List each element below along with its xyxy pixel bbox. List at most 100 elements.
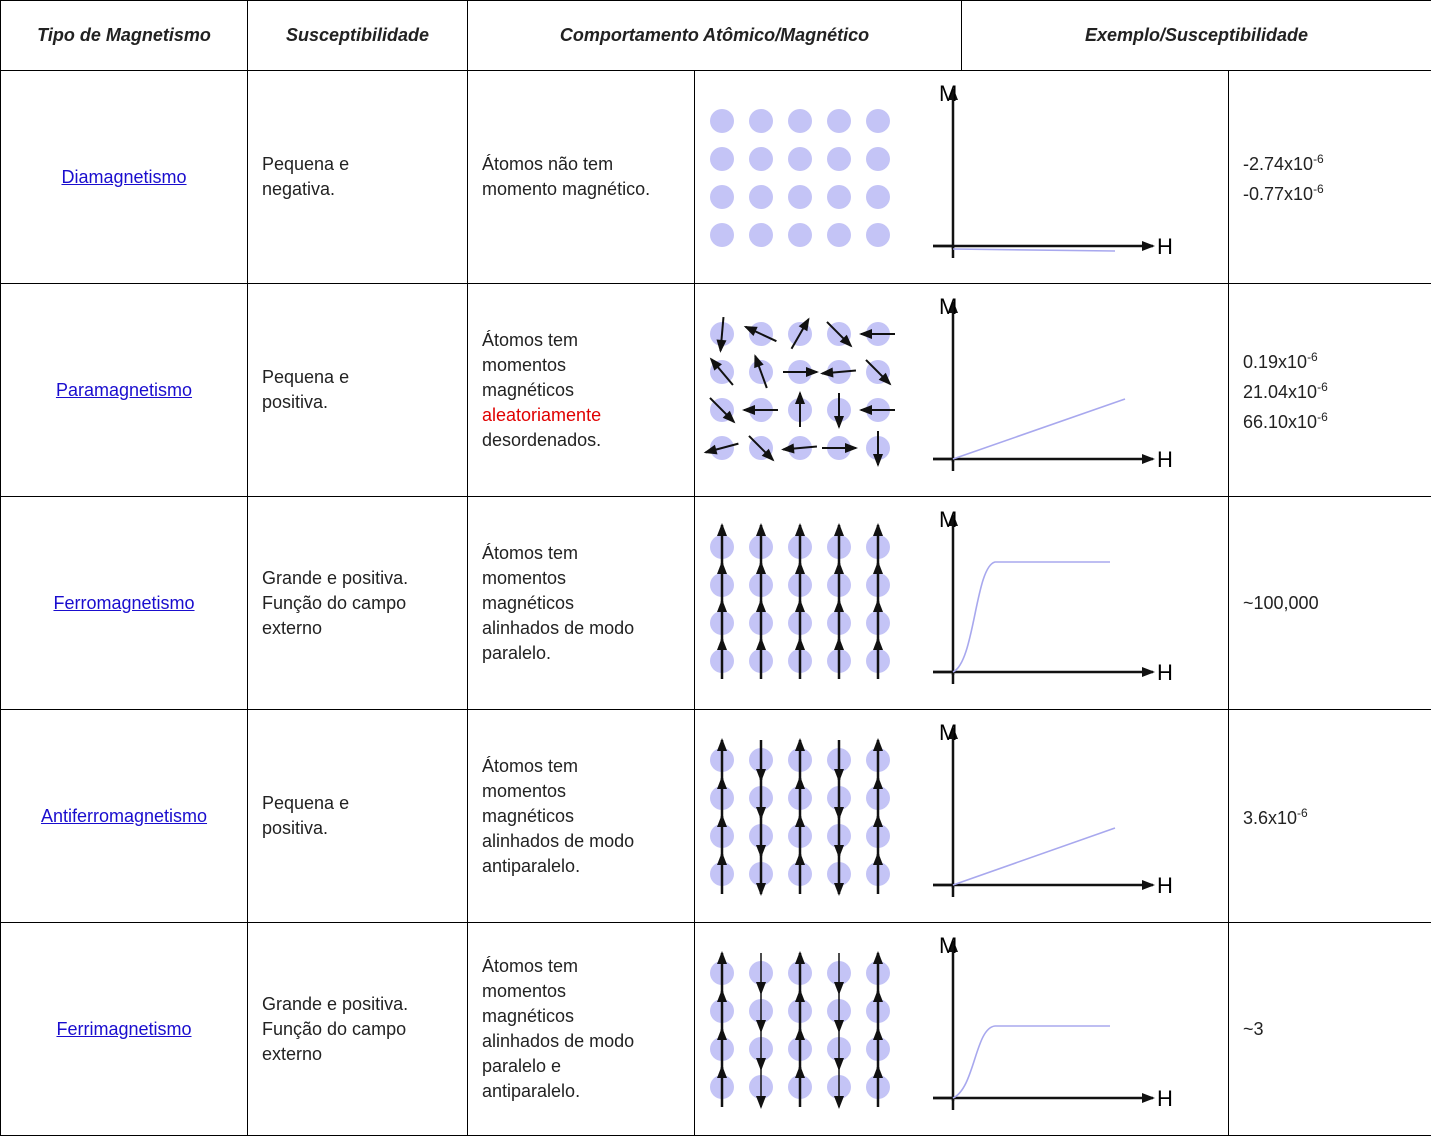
text-line: Função do campo — [262, 591, 467, 616]
mh-curve — [953, 249, 1115, 251]
arrow-head — [742, 405, 755, 415]
type-link[interactable]: Antiferromagnetismo — [41, 806, 207, 826]
arrow-head — [717, 523, 727, 536]
row: Ferromagnetismo Grande e positiva.Função … — [1, 497, 1431, 710]
text-line: momento magnético. — [482, 177, 694, 202]
arrow-head — [1142, 1093, 1155, 1103]
example-line: 21.04x10-6 — [1243, 375, 1431, 405]
example-exponent: -6 — [1317, 410, 1328, 424]
axis-label-m: M — [939, 933, 957, 958]
text-line: externo — [262, 1042, 467, 1067]
arrow-head — [873, 1065, 883, 1078]
type-link[interactable]: Paramagnetismo — [56, 380, 192, 400]
example-base: -0.77x10 — [1243, 184, 1313, 204]
type-cell: Diamagnetismo — [1, 71, 248, 284]
example-cell: -2.74x10-6-0.77x10-6 — [1229, 71, 1431, 284]
arrow-head — [717, 951, 727, 964]
text-line: Pequena e — [262, 152, 467, 177]
header-cell: Comportamento Atômico/Magnético — [468, 1, 962, 71]
axis-label-m: M — [939, 720, 957, 745]
example-exponent: -6 — [1307, 350, 1318, 364]
axis-label-h: H — [1157, 873, 1173, 898]
arrow-head — [873, 561, 883, 574]
example-cell: ~3 — [1229, 923, 1431, 1136]
arrow-head — [795, 951, 805, 964]
atom — [710, 185, 734, 209]
text-line: Átomos tem — [482, 954, 694, 979]
example-base: 3.6x10 — [1243, 808, 1297, 828]
atom — [710, 147, 734, 171]
example-base: ~100,000 — [1243, 593, 1319, 613]
text-line: alinhados de modo — [482, 1029, 694, 1054]
type-link[interactable]: Ferromagnetismo — [53, 593, 194, 613]
arrow-head — [845, 443, 858, 453]
atom — [749, 109, 773, 133]
text-line: Grande e positiva. — [262, 992, 467, 1017]
mh-curve — [953, 399, 1125, 459]
arrow-head — [834, 1096, 844, 1109]
example-base: 66.10x10 — [1243, 412, 1317, 432]
arrow-head — [834, 599, 844, 612]
atom — [788, 109, 812, 133]
axis-label-h: H — [1157, 447, 1173, 472]
arrow-head — [717, 637, 727, 650]
arrow-head — [756, 599, 766, 612]
example-base: ~3 — [1243, 1019, 1264, 1039]
example-exponent: -6 — [1297, 806, 1308, 820]
arrow-head — [717, 989, 727, 1002]
diagram: MH — [695, 497, 1228, 704]
arrow-head — [717, 599, 727, 612]
arrow-head — [795, 814, 805, 827]
arrow-head — [717, 852, 727, 865]
axis-label-m: M — [939, 294, 957, 319]
atom — [866, 185, 890, 209]
arrow-head — [756, 883, 766, 896]
text-line: paralelo e — [482, 1054, 694, 1079]
text-line: momentos — [482, 779, 694, 804]
example-base: 0.19x10 — [1243, 352, 1307, 372]
text-line: momentos — [482, 566, 694, 591]
arrow-head — [873, 454, 883, 467]
example-line: 0.19x10-6 — [1243, 345, 1431, 375]
atom — [749, 185, 773, 209]
text-line: magnéticos — [482, 804, 694, 829]
text-line: positiva. — [262, 816, 467, 841]
arrow-head — [795, 561, 805, 574]
axis-label-h: H — [1157, 234, 1173, 259]
arrow-head — [873, 852, 883, 865]
arrow-head — [1142, 454, 1155, 464]
arrow-head — [873, 523, 883, 536]
arrow-head — [806, 367, 819, 377]
type-link[interactable]: Diamagnetismo — [61, 167, 186, 187]
text-line: negativa. — [262, 177, 467, 202]
arrow-head — [873, 814, 883, 827]
arrow-head — [873, 776, 883, 789]
arrow-head — [795, 599, 805, 612]
type-cell: Ferromagnetismo — [1, 497, 248, 710]
axis-label-h: H — [1157, 1086, 1173, 1111]
atom — [827, 223, 851, 247]
arrow-head — [873, 637, 883, 650]
example-line: 66.10x10-6 — [1243, 405, 1431, 435]
arrow-head — [859, 329, 872, 339]
type-link[interactable]: Ferrimagnetismo — [56, 1019, 191, 1039]
text-line: alinhados de modo — [482, 616, 694, 641]
text-line: externo — [262, 616, 467, 641]
atom — [827, 147, 851, 171]
example-line: -2.74x10-6 — [1243, 147, 1431, 177]
arrow-head — [717, 776, 727, 789]
arrow-head — [834, 637, 844, 650]
type-cell: Antiferromagnetismo — [1, 710, 248, 923]
